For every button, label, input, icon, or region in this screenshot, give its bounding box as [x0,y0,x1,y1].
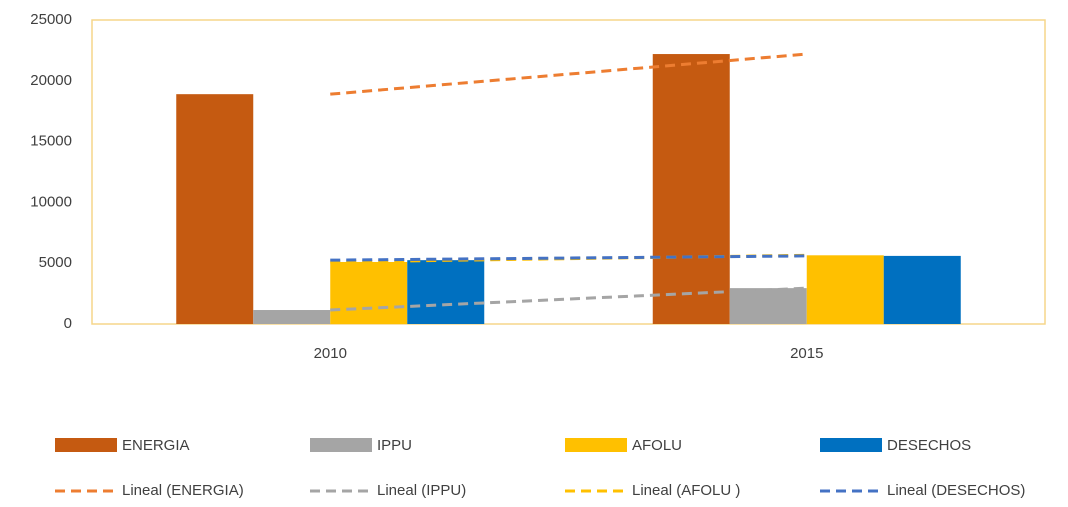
legend-label: Lineal (IPPU) [377,482,466,499]
bar [176,94,254,325]
bar [883,255,961,324]
legend-swatch [55,438,117,452]
legend-label: AFOLU [632,437,682,454]
trend-line [330,254,807,262]
bar [729,288,807,324]
legend-label: Lineal (ENERGIA) [122,482,244,499]
plot-area [91,19,1046,325]
trend-line [330,52,807,96]
bar [652,54,730,324]
legend-label: Lineal (DESECHOS) [887,482,1025,499]
legend-label: DESECHOS [887,437,971,454]
y-tick-label: 5000 [39,254,72,271]
legend-label: Lineal (AFOLU ) [632,482,740,499]
bar [330,261,408,324]
y-tick-label: 25000 [30,11,72,28]
legend-swatch [310,438,372,452]
x-tick-label: 2010 [314,345,347,362]
legend-swatch [820,438,882,452]
legend-label: ENERGIA [122,437,190,454]
legend-label: IPPU [377,437,412,454]
bar [253,310,331,324]
y-tick-label: 15000 [30,133,72,150]
y-tick-label: 0 [64,315,72,332]
bar [407,260,485,324]
x-tick-label: 2015 [790,345,823,362]
y-tick-label: 20000 [30,72,72,89]
legend-swatch [565,438,627,452]
y-tick-label: 10000 [30,193,72,210]
bar [806,255,884,324]
